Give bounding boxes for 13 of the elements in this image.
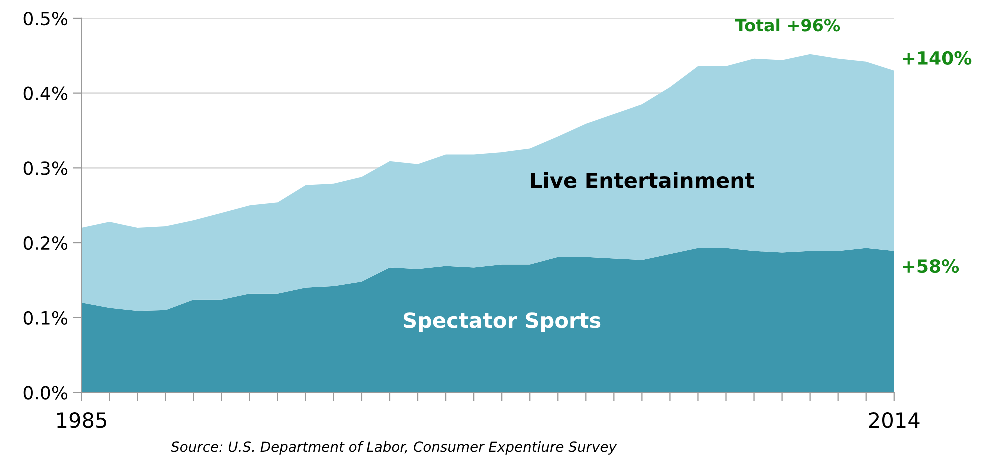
y-tick-label: 0.3% [24,162,68,176]
annotation: Total +96% [736,18,840,32]
y-tick-label: 0.1% [24,311,68,325]
x-tick-label: 2014 [869,412,920,428]
y-tick-label: 0.0% [24,386,68,400]
series-label: Live Entertainment [531,172,754,188]
text: +140% [903,51,972,65]
y-tick-label: 0.5% [24,12,68,26]
y-tick-label: 0.2% [24,236,68,250]
source-note: Source: U.S. Department of Labor, Consumer Expentiure Survey [171,441,618,455]
x-tick-label: 1985 [58,412,106,428]
y-tick-label: 0.4% [24,86,68,100]
text: +58% [903,259,960,274]
